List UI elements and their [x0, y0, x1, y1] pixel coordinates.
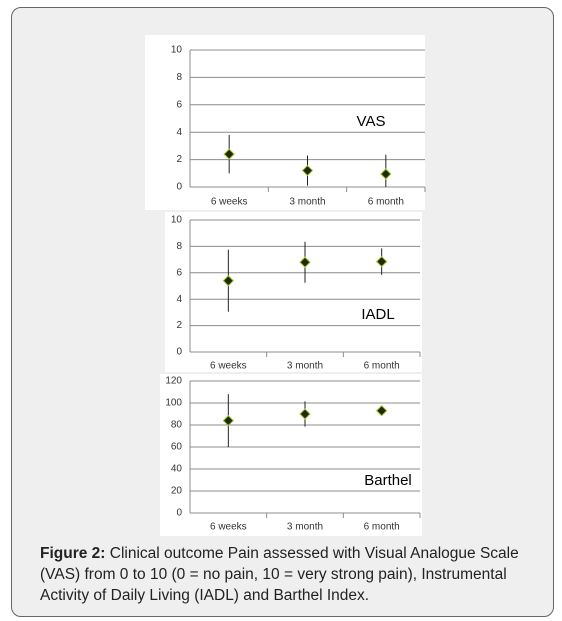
caption: Figure 2: Clinical outcome Pain assessed…: [40, 543, 535, 606]
marker: [222, 275, 235, 287]
y-tick-label: 6: [176, 267, 182, 278]
caption-text: Clinical outcome Pain assessed with Visu…: [40, 545, 519, 604]
marker: [301, 164, 314, 177]
caption-label: Figure 2:: [40, 545, 106, 562]
y-tick-label: 40: [171, 464, 183, 475]
y-tick-label: 60: [171, 442, 183, 453]
chart-panel: [160, 374, 422, 536]
annotation: VAS: [357, 113, 386, 130]
y-tick-label: 8: [176, 72, 182, 83]
y-tick-label: 10: [171, 215, 183, 226]
y-tick-label: 10: [171, 45, 183, 56]
x-tick-label: 3 month: [287, 361, 323, 372]
y-tick-label: 20: [171, 486, 183, 497]
marker: [375, 404, 388, 417]
y-tick-label: 0: [176, 508, 182, 519]
marker: [299, 408, 311, 420]
y-tick-label: 2: [176, 320, 182, 331]
x-tick-label: 6 weeks: [210, 361, 247, 372]
y-tick-label: 4: [176, 294, 182, 305]
y-tick-label: 6: [176, 99, 182, 110]
x-tick-label: 6 month: [364, 522, 400, 533]
y-tick-label: 100: [165, 398, 182, 409]
x-tick-label: 3 month: [289, 197, 325, 208]
marker: [223, 148, 235, 160]
x-tick-label: 6 month: [368, 197, 404, 208]
y-tick-label: 4: [176, 127, 182, 138]
y-tick-label: 80: [171, 420, 183, 431]
marker: [375, 255, 388, 268]
marker: [380, 168, 392, 180]
annotation: Barthel: [364, 472, 412, 489]
y-tick-label: 0: [176, 182, 182, 193]
x-tick-label: 6 month: [364, 361, 400, 372]
marker: [299, 256, 311, 268]
y-tick-label: 0: [176, 347, 182, 358]
y-tick-label: 2: [176, 154, 182, 165]
marker: [222, 414, 235, 427]
x-tick-label: 3 month: [287, 522, 323, 533]
x-tick-label: 6 weeks: [210, 522, 247, 533]
y-tick-label: 120: [165, 376, 182, 387]
chart-panel: [165, 212, 422, 372]
x-tick-label: 6 weeks: [211, 197, 248, 208]
y-tick-label: 8: [176, 241, 182, 252]
annotation: IADL: [361, 306, 394, 323]
chart-panel: [145, 35, 425, 210]
